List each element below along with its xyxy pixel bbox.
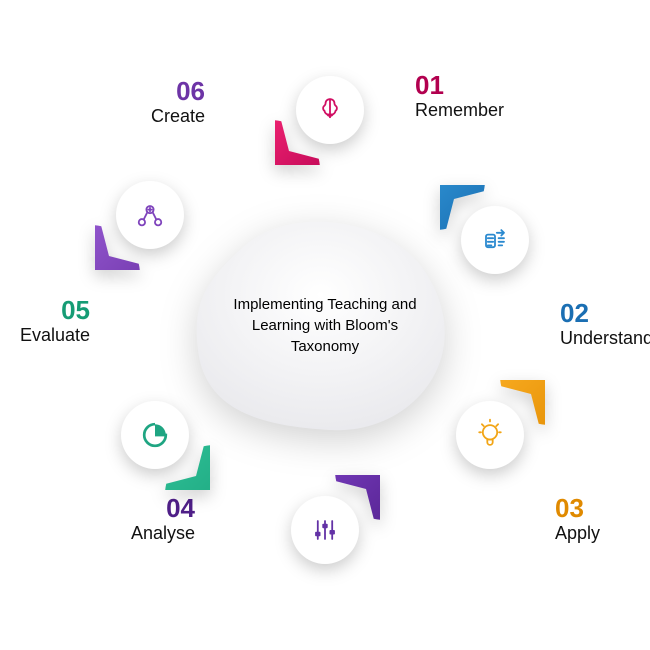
center-blob: Implementing Teaching and Learning with … — [180, 210, 470, 440]
bulb-icon — [470, 415, 510, 455]
node-word: Understand — [560, 328, 650, 349]
node-apply — [435, 380, 545, 490]
list-arrow-icon — [475, 220, 515, 260]
node-label-analyse: 04 Analyse — [131, 495, 195, 544]
node-evaluate — [100, 380, 210, 490]
node-word: Evaluate — [20, 325, 90, 346]
node-number: 06 — [151, 78, 205, 104]
node-remember — [275, 55, 385, 165]
node-understand — [440, 185, 550, 295]
node-number: 01 — [415, 72, 504, 98]
node-number: 04 — [131, 495, 195, 521]
node-label-understand: 02 Understand — [560, 300, 650, 349]
node-word: Remember — [415, 100, 504, 121]
node-number: 02 — [560, 300, 650, 326]
center-title: Implementing Teaching and Learning with … — [180, 210, 470, 440]
brain-icon — [310, 90, 350, 130]
node-number: 03 — [555, 495, 600, 521]
node-word: Apply — [555, 523, 600, 544]
network-icon — [130, 195, 170, 235]
sliders-icon — [305, 510, 345, 550]
node-create — [95, 160, 205, 270]
node-label-apply: 03 Apply — [555, 495, 600, 544]
pie-icon — [135, 415, 175, 455]
node-label-evaluate: 05 Evaluate — [20, 297, 90, 346]
node-word: Analyse — [131, 523, 195, 544]
node-label-remember: 01 Remember — [415, 72, 504, 121]
node-label-create: 06 Create — [151, 78, 205, 127]
node-number: 05 — [20, 297, 90, 323]
node-word: Create — [151, 106, 205, 127]
node-analyse — [270, 475, 380, 585]
blooms-diagram: Implementing Teaching and Learning with … — [0, 0, 650, 650]
